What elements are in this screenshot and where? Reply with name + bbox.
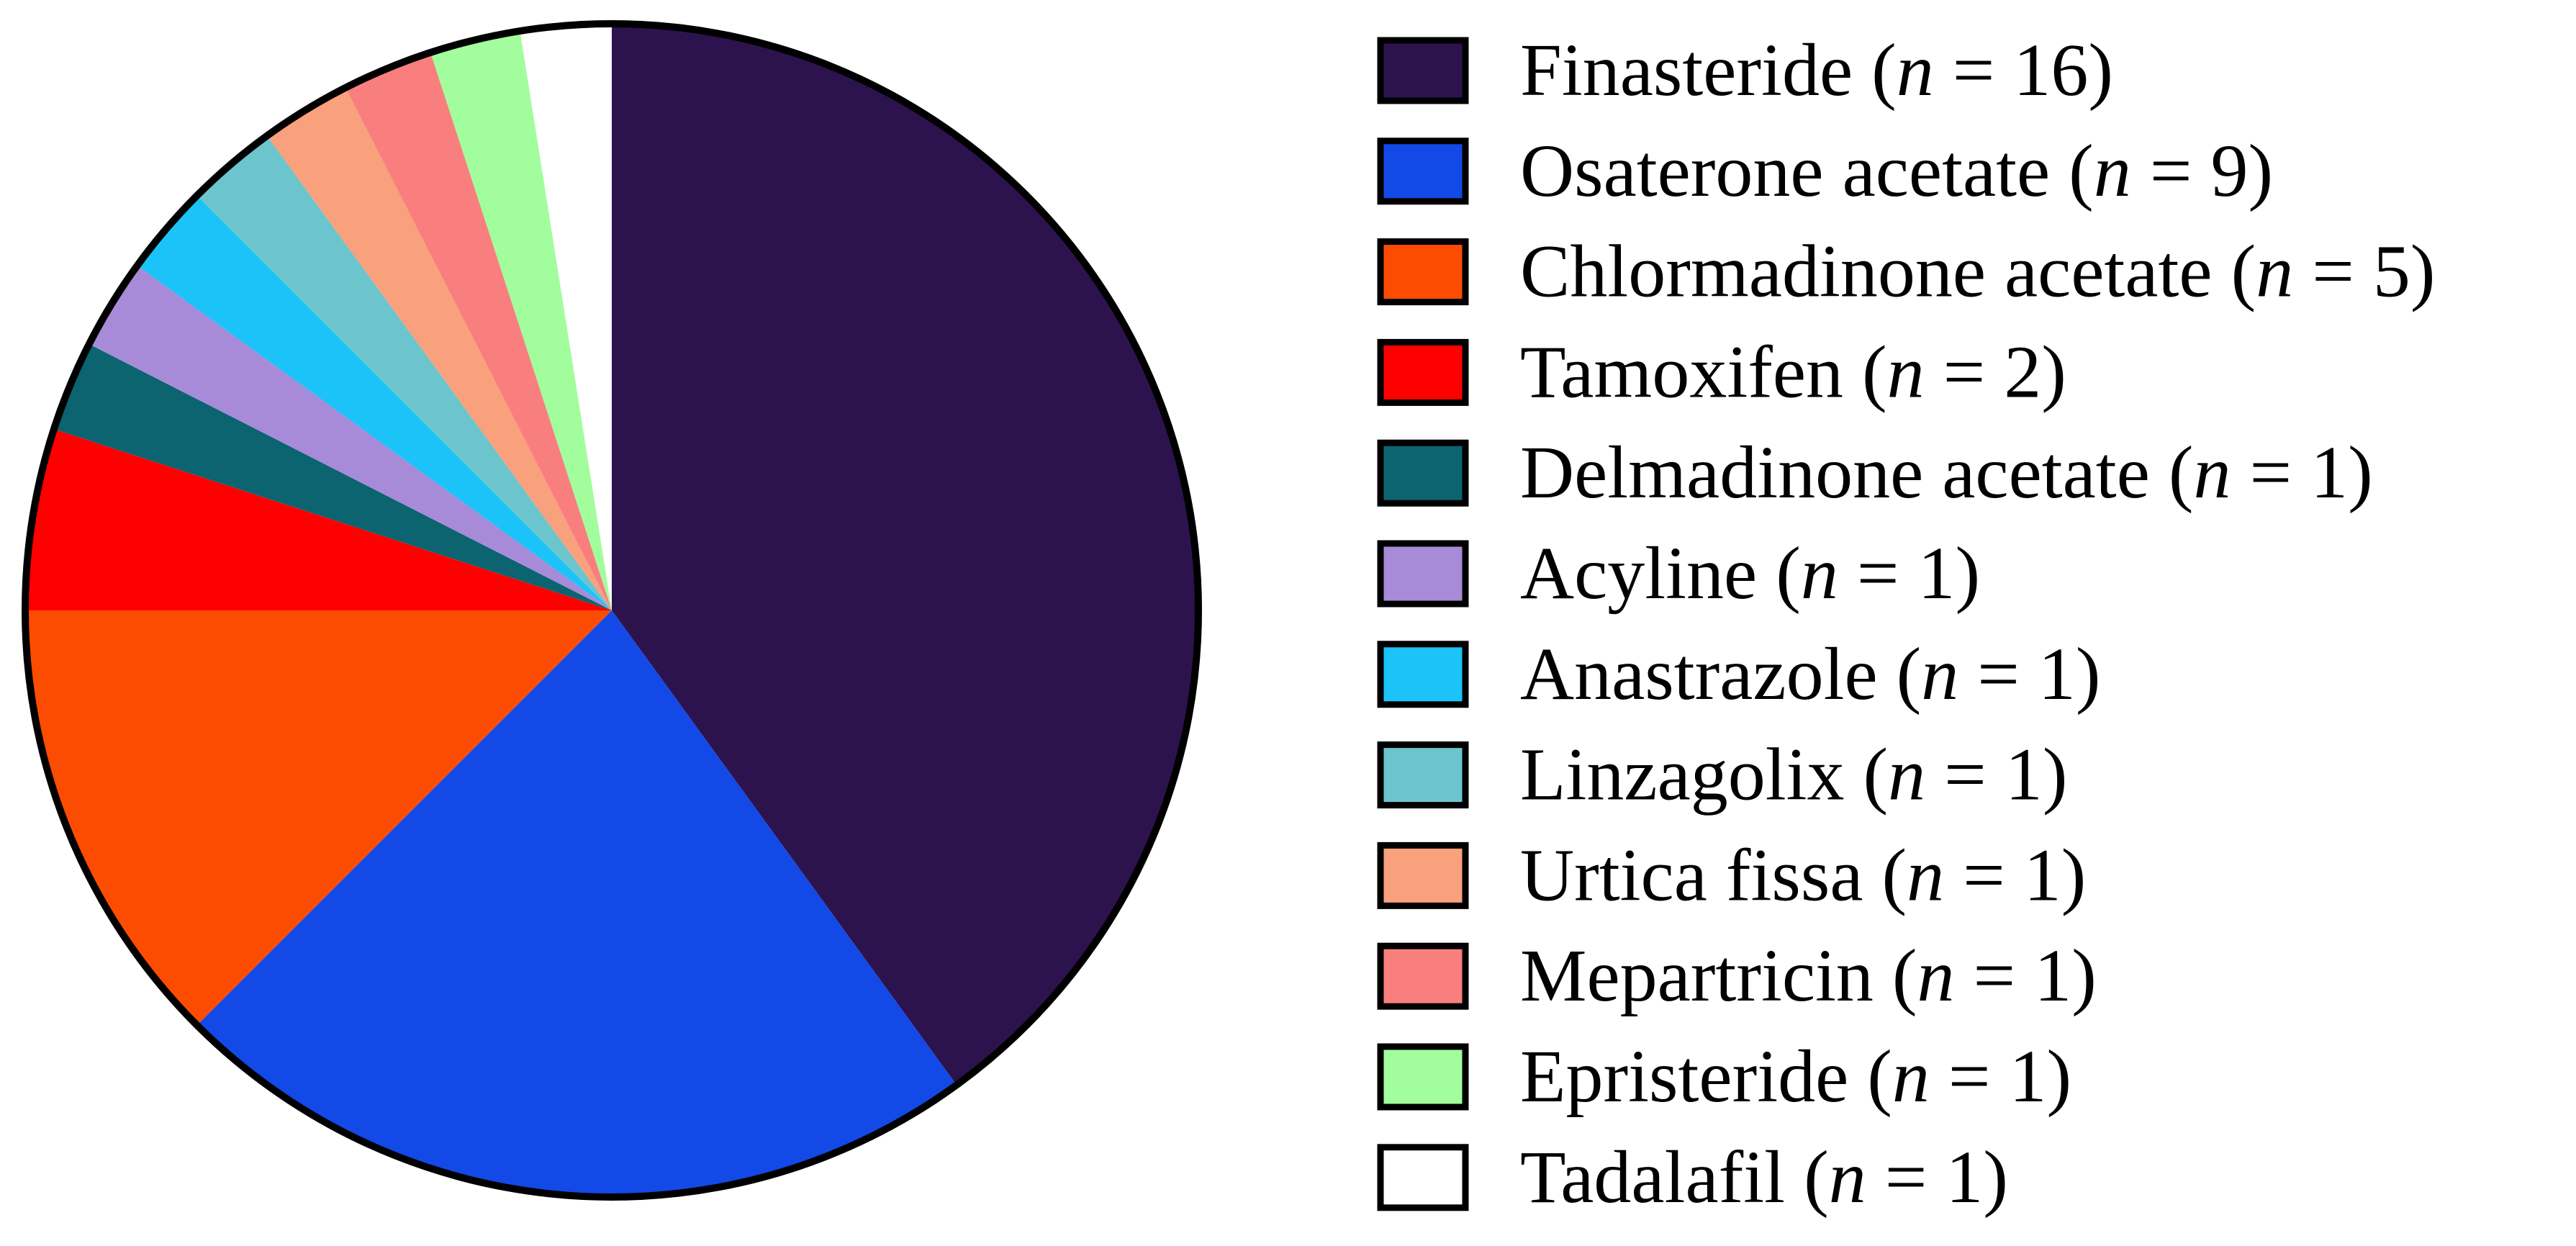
legend-item-linzagolix: Linzagolix (n = 1) — [1377, 733, 2067, 816]
legend-label: Delmadinone acetate (n = 1) — [1520, 431, 2373, 514]
legend-label: Finasteride (n = 16) — [1520, 29, 2113, 112]
pie-slices — [25, 24, 1198, 1197]
legend-item-finasteride: Finasteride (n = 16) — [1377, 29, 2113, 112]
legend-item-epristeride: Epristeride (n = 1) — [1377, 1035, 2071, 1118]
pie-slice-delmadinone-acetate — [53, 343, 613, 610]
legend-label: Mepartricin (n = 1) — [1520, 934, 2097, 1017]
pie-outline — [22, 20, 1202, 1201]
legend-swatch — [1377, 1144, 1469, 1211]
pie-slice-acyline — [89, 265, 612, 610]
legend-label: Chlormadinone acetate (n = 5) — [1520, 230, 2436, 313]
legend-swatch — [1377, 439, 1469, 507]
legend-swatch — [1377, 137, 1469, 205]
pie-slice-tamoxifen — [25, 429, 612, 610]
legend-item-anastrazole: Anastrazole (n = 1) — [1377, 633, 2101, 715]
pie-slice-urtica-fissa — [266, 87, 612, 610]
legend-label: Tadalafil (n = 1) — [1520, 1136, 2008, 1219]
legend-item-urtica-fissa: Urtica fissa (n = 1) — [1377, 834, 2086, 916]
legend-item-acyline: Acyline (n = 1) — [1377, 532, 1980, 615]
pie-slice-epristeride — [430, 31, 612, 611]
pie-slice-tadalafil — [520, 24, 612, 610]
legend-swatch — [1377, 1043, 1469, 1111]
legend-swatch — [1377, 540, 1469, 608]
legend-label: Anastrazole (n = 1) — [1520, 633, 2101, 715]
pie-slice-mepartricin — [345, 52, 612, 611]
legend-item-tadalafil: Tadalafil (n = 1) — [1377, 1136, 2008, 1219]
legend-swatch — [1377, 238, 1469, 306]
legend-item-chlormadinone-acetate: Chlormadinone acetate (n = 5) — [1377, 230, 2436, 313]
legend-item-tamoxifen: Tamoxifen (n = 2) — [1377, 330, 2066, 413]
legend-label: Epristeride (n = 1) — [1520, 1035, 2071, 1118]
legend-swatch — [1377, 741, 1469, 809]
pie-slice-linzagolix — [196, 135, 612, 611]
pie-slice-osaterone-acetate — [196, 610, 957, 1197]
legend-swatch — [1377, 841, 1469, 909]
legend-label: Linzagolix (n = 1) — [1520, 733, 2067, 816]
legend-item-delmadinone-acetate: Delmadinone acetate (n = 1) — [1377, 431, 2373, 514]
legend: Finasteride (n = 16) Osaterone acetate (n… — [1377, 29, 2436, 1219]
legend-label: Tamoxifen (n = 2) — [1520, 330, 2066, 413]
pie-slice-chlormadinone-acetate — [25, 610, 612, 1026]
legend-swatch — [1377, 37, 1469, 104]
pie-slice-finasteride — [612, 24, 1198, 1085]
legend-label: Urtica fissa (n = 1) — [1520, 834, 2086, 916]
legend-label: Acyline (n = 1) — [1520, 532, 1980, 615]
legend-swatch — [1377, 338, 1469, 406]
legend-swatch — [1377, 641, 1469, 708]
legend-swatch — [1377, 942, 1469, 1010]
legend-label: Osaterone acetate (n = 9) — [1520, 130, 2273, 212]
pie-slice-anastrazole — [137, 195, 613, 610]
legend-item-osaterone-acetate: Osaterone acetate (n = 9) — [1377, 130, 2273, 212]
legend-item-mepartricin: Mepartricin (n = 1) — [1377, 934, 2097, 1017]
